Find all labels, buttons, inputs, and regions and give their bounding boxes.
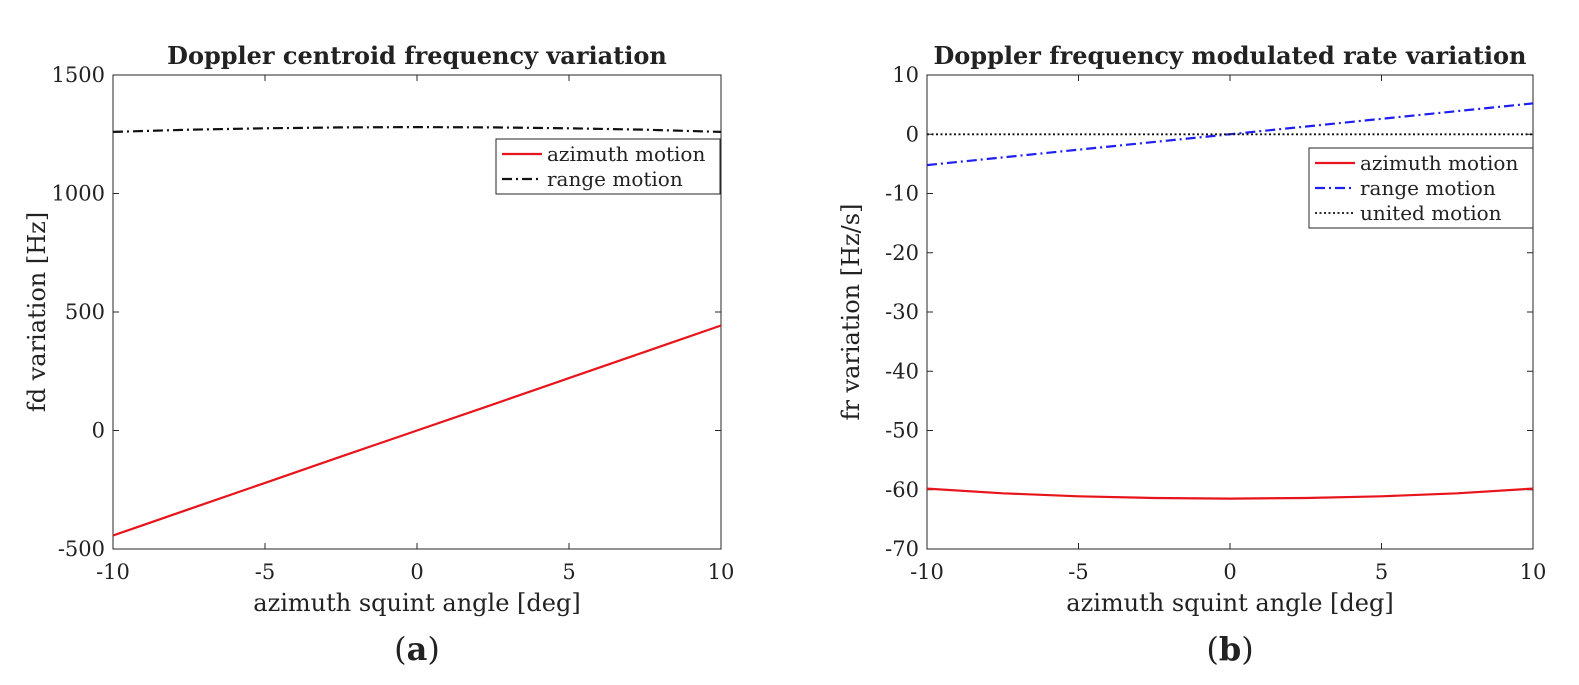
x-tick-label: -5 xyxy=(1068,560,1088,584)
y-tick-label: -30 xyxy=(885,300,919,324)
x-tick-label: 10 xyxy=(1520,560,1547,584)
x-tick-label: 10 xyxy=(708,560,735,584)
chart-panel-b: -10 -5 0 5 10-70-60-50-40-30-20-10010Doppler… xyxy=(837,41,1546,668)
y-tick-label: -500 xyxy=(58,537,105,561)
chart-title: Doppler centroid frequency variation xyxy=(167,41,667,70)
legend-label-range-motion: range motion xyxy=(1360,176,1496,200)
x-tick-label: -10 xyxy=(96,560,130,584)
y-tick-label: -10 xyxy=(885,182,919,206)
series-line-azimuth-motion xyxy=(926,487,1534,500)
legend-box xyxy=(1308,147,1534,229)
y-tick-label: 500 xyxy=(65,300,105,324)
y-axis-label: fd variation [Hz] xyxy=(23,212,51,412)
series-line-range-motion xyxy=(112,125,722,133)
y-axis-label: fr variation [Hz/s] xyxy=(837,204,865,421)
legend-label-united-motion: united motion xyxy=(1360,201,1502,225)
series-line-azimuth-motion xyxy=(112,324,722,537)
plot-area-frame xyxy=(926,74,1534,550)
chart-panel-a: -10 -5 0 5 10 -500 0 500 1000 1500 Doppler centroi… xyxy=(23,41,734,668)
x-tick-label: 0 xyxy=(1223,560,1236,584)
y-tick-label: 0 xyxy=(906,122,919,146)
y-tick-label: 0 xyxy=(92,419,105,443)
legend-label-azimuth-motion: azimuth motion xyxy=(1360,151,1518,175)
y-tick-label: -40 xyxy=(885,359,919,383)
x-tick-label: -5 xyxy=(255,560,275,584)
y-tick-label: -20 xyxy=(885,241,919,265)
x-tick-label: 0 xyxy=(410,560,423,584)
y-tick-label: -60 xyxy=(885,478,919,502)
x-tick-label: -10 xyxy=(910,560,944,584)
chart-title: Doppler frequency modulated rate variati… xyxy=(933,41,1526,70)
legend-box xyxy=(495,138,721,195)
legend-label-azimuth-motion: azimuth motion xyxy=(547,142,705,166)
legend-label-range-motion: range motion xyxy=(547,167,683,191)
y-tick-label: 1500 xyxy=(52,63,105,87)
x-tick-label: 5 xyxy=(562,560,575,584)
y-tick-label: 10 xyxy=(892,63,919,87)
x-axis-label: azimuth squint angle [deg] xyxy=(253,589,580,617)
y-tick-label: -70 xyxy=(885,537,919,561)
panel-label: (b) xyxy=(1206,630,1253,668)
y-tick-label: 1000 xyxy=(52,182,105,206)
y-tick-label: -50 xyxy=(885,419,919,443)
x-tick-label: 5 xyxy=(1375,560,1388,584)
x-axis-label: azimuth squint angle [deg] xyxy=(1066,589,1393,617)
panel-label: (a) xyxy=(394,630,440,668)
